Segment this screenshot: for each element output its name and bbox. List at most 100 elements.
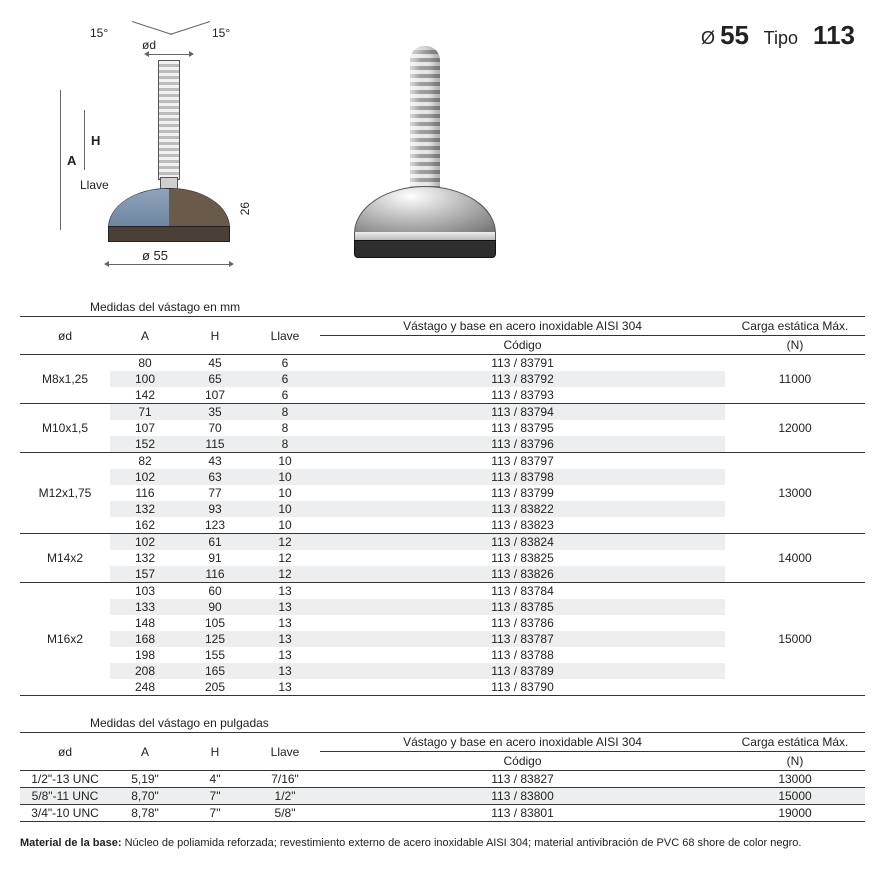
cell-A: 82 xyxy=(110,453,180,470)
dim-d-label: ød xyxy=(142,38,156,52)
cell-llave: 10 xyxy=(250,469,320,485)
cell-llave: 13 xyxy=(250,599,320,615)
cell-d: M14x2 xyxy=(20,534,110,583)
cell-H: 125 xyxy=(180,631,250,647)
table-row: M12x1,75824310113 / 8379713000 xyxy=(20,453,865,470)
page-title: Ø 55 Tipo 113 xyxy=(701,20,865,51)
cell-A: 198 xyxy=(110,647,180,663)
angle-right-label: 15° xyxy=(212,26,230,40)
cell-A: 148 xyxy=(110,615,180,631)
table-mm-head: ød A H Llave Vástago y base en acero ino… xyxy=(20,317,865,355)
drawing-stem xyxy=(158,60,180,180)
photo-stem xyxy=(410,46,440,196)
footnote-text: Núcleo de poliamida reforzada; revestimi… xyxy=(125,837,802,849)
technical-drawing: 15° 15° ød H A Llave ø 55 26 xyxy=(20,20,300,280)
cell-d: 5/8"-11 UNC xyxy=(20,788,110,805)
th-d-in: ød xyxy=(20,733,110,771)
cell-code: 113 / 83790 xyxy=(320,679,725,696)
cell-load: 12000 xyxy=(725,404,865,453)
cell-A: 116 xyxy=(110,485,180,501)
cell-d: M8x1,25 xyxy=(20,355,110,404)
table-row: 1/2"-13 UNC5,19"4"7/16"113 / 8382713000 xyxy=(20,771,865,788)
table-row: 3/4"-10 UNC8,78"7"5/8"113 / 8380119000 xyxy=(20,805,865,822)
cell-llave: 5/8" xyxy=(250,805,320,822)
table-row: M8x1,2580456113 / 8379111000 xyxy=(20,355,865,372)
cell-A: 100 xyxy=(110,371,180,387)
cell-llave: 6 xyxy=(250,371,320,387)
cell-H: 116 xyxy=(180,566,250,583)
cell-A: 102 xyxy=(110,534,180,551)
cell-code: 113 / 83796 xyxy=(320,436,725,453)
th-code: Código xyxy=(320,336,725,355)
cell-H: 93 xyxy=(180,501,250,517)
cell-code: 113 / 83827 xyxy=(320,771,725,788)
cell-A: 107 xyxy=(110,420,180,436)
cell-code: 113 / 83794 xyxy=(320,404,725,421)
photo-cap xyxy=(354,186,496,234)
cell-H: 155 xyxy=(180,647,250,663)
cell-load: 13000 xyxy=(725,771,865,788)
cell-load: 15000 xyxy=(725,583,865,696)
base-height-label: 26 xyxy=(238,202,252,215)
cell-code: 113 / 83825 xyxy=(320,550,725,566)
cell-d: M12x1,75 xyxy=(20,453,110,534)
cell-code: 113 / 83801 xyxy=(320,805,725,822)
cell-load: 14000 xyxy=(725,534,865,583)
cell-llave: 10 xyxy=(250,501,320,517)
cell-A: 102 xyxy=(110,469,180,485)
cell-H: 45 xyxy=(180,355,250,372)
cell-A: 8,70" xyxy=(110,788,180,805)
cell-llave: 13 xyxy=(250,615,320,631)
photo-ring xyxy=(354,232,496,240)
diameter-symbol: Ø xyxy=(701,28,715,48)
cell-A: 71 xyxy=(110,404,180,421)
cell-llave: 13 xyxy=(250,679,320,696)
cell-A: 132 xyxy=(110,501,180,517)
dim-d-line xyxy=(148,54,190,55)
cell-A: 208 xyxy=(110,663,180,679)
cell-H: 77 xyxy=(180,485,250,501)
th-load-in: (N) xyxy=(725,752,865,771)
cell-H: 61 xyxy=(180,534,250,551)
table-row: M10x1,571358113 / 8379412000 xyxy=(20,404,865,421)
cell-H: 63 xyxy=(180,469,250,485)
table-row: M14x21026112113 / 8382414000 xyxy=(20,534,865,551)
base-diameter-label: ø 55 xyxy=(142,248,168,263)
cell-load: 19000 xyxy=(725,805,865,822)
drawing-cap xyxy=(108,188,230,228)
cell-H: 7" xyxy=(180,805,250,822)
cell-llave: 13 xyxy=(250,663,320,679)
table-row: M16x21036013113 / 8378415000 xyxy=(20,583,865,600)
cell-llave: 6 xyxy=(250,355,320,372)
angle-left-label: 15° xyxy=(90,26,108,40)
cell-code: 113 / 83789 xyxy=(320,663,725,679)
header-row: 15° 15° ød H A Llave ø 55 26 Ø xyxy=(20,20,865,280)
drawing-base xyxy=(108,226,230,242)
cell-d: 1/2"-13 UNC xyxy=(20,771,110,788)
angle-line-left xyxy=(132,21,172,35)
tipo-value: 113 xyxy=(813,20,855,50)
cell-H: 107 xyxy=(180,387,250,404)
th-a: A xyxy=(110,317,180,355)
cell-llave: 8 xyxy=(250,404,320,421)
cell-code: 113 / 83824 xyxy=(320,534,725,551)
cell-code: 113 / 83791 xyxy=(320,355,725,372)
drawing-cap-right xyxy=(169,189,229,227)
cell-code: 113 / 83788 xyxy=(320,647,725,663)
th-a-in: A xyxy=(110,733,180,771)
cell-A: 5,19" xyxy=(110,771,180,788)
cell-d: M10x1,5 xyxy=(20,404,110,453)
table-mm-body: M8x1,2580456113 / 8379111000100656113 / … xyxy=(20,355,865,696)
cell-A: 133 xyxy=(110,599,180,615)
diameter-value: 55 xyxy=(720,20,749,50)
cell-code: 113 / 83826 xyxy=(320,566,725,583)
cell-llave: 13 xyxy=(250,631,320,647)
section-title-mm: Medidas del vástago en mm xyxy=(20,298,865,317)
cell-H: 70 xyxy=(180,420,250,436)
cell-code: 113 / 83787 xyxy=(320,631,725,647)
cell-A: 157 xyxy=(110,566,180,583)
cell-H: 91 xyxy=(180,550,250,566)
cell-llave: 12 xyxy=(250,534,320,551)
cell-code: 113 / 83784 xyxy=(320,583,725,600)
cell-llave: 10 xyxy=(250,485,320,501)
